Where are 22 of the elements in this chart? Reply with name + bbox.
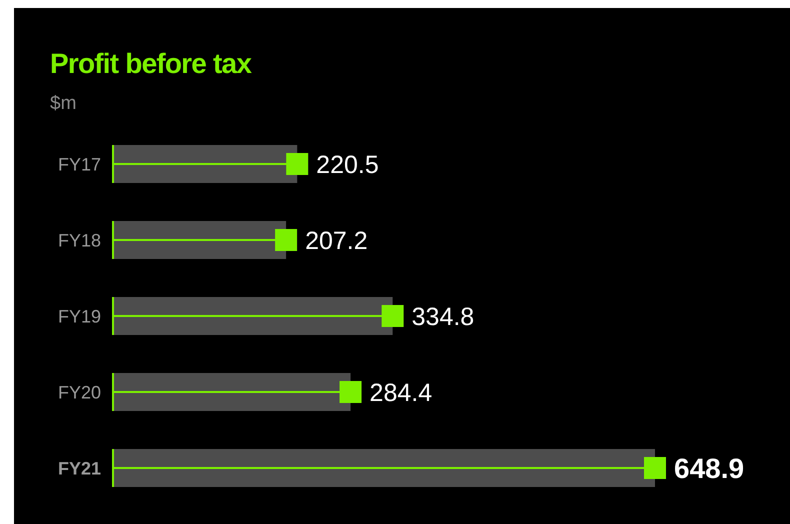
bar bbox=[113, 221, 286, 259]
data-label: 207.2 bbox=[305, 227, 368, 255]
bar bbox=[113, 373, 351, 411]
bar bbox=[113, 449, 655, 487]
data-label: 648.9 bbox=[674, 453, 744, 484]
y-tick-label: FY19 bbox=[58, 306, 101, 326]
y-tick-label: FY17 bbox=[58, 154, 101, 174]
point bbox=[644, 457, 666, 479]
y-tick-label: FY20 bbox=[58, 382, 101, 402]
point bbox=[340, 381, 362, 403]
chart-subtitle: $m bbox=[50, 93, 76, 114]
point bbox=[286, 153, 308, 175]
point bbox=[275, 229, 298, 251]
data-label: 284.4 bbox=[370, 379, 432, 407]
y-tick-label: FY21 bbox=[58, 458, 101, 478]
data-label: 220.5 bbox=[316, 151, 379, 179]
y-tick-label: FY18 bbox=[58, 230, 101, 250]
point bbox=[382, 305, 404, 327]
bar bbox=[113, 145, 298, 183]
data-label: 334.8 bbox=[412, 303, 474, 331]
bar bbox=[113, 297, 393, 335]
chart-title: Profit before tax bbox=[50, 48, 252, 79]
